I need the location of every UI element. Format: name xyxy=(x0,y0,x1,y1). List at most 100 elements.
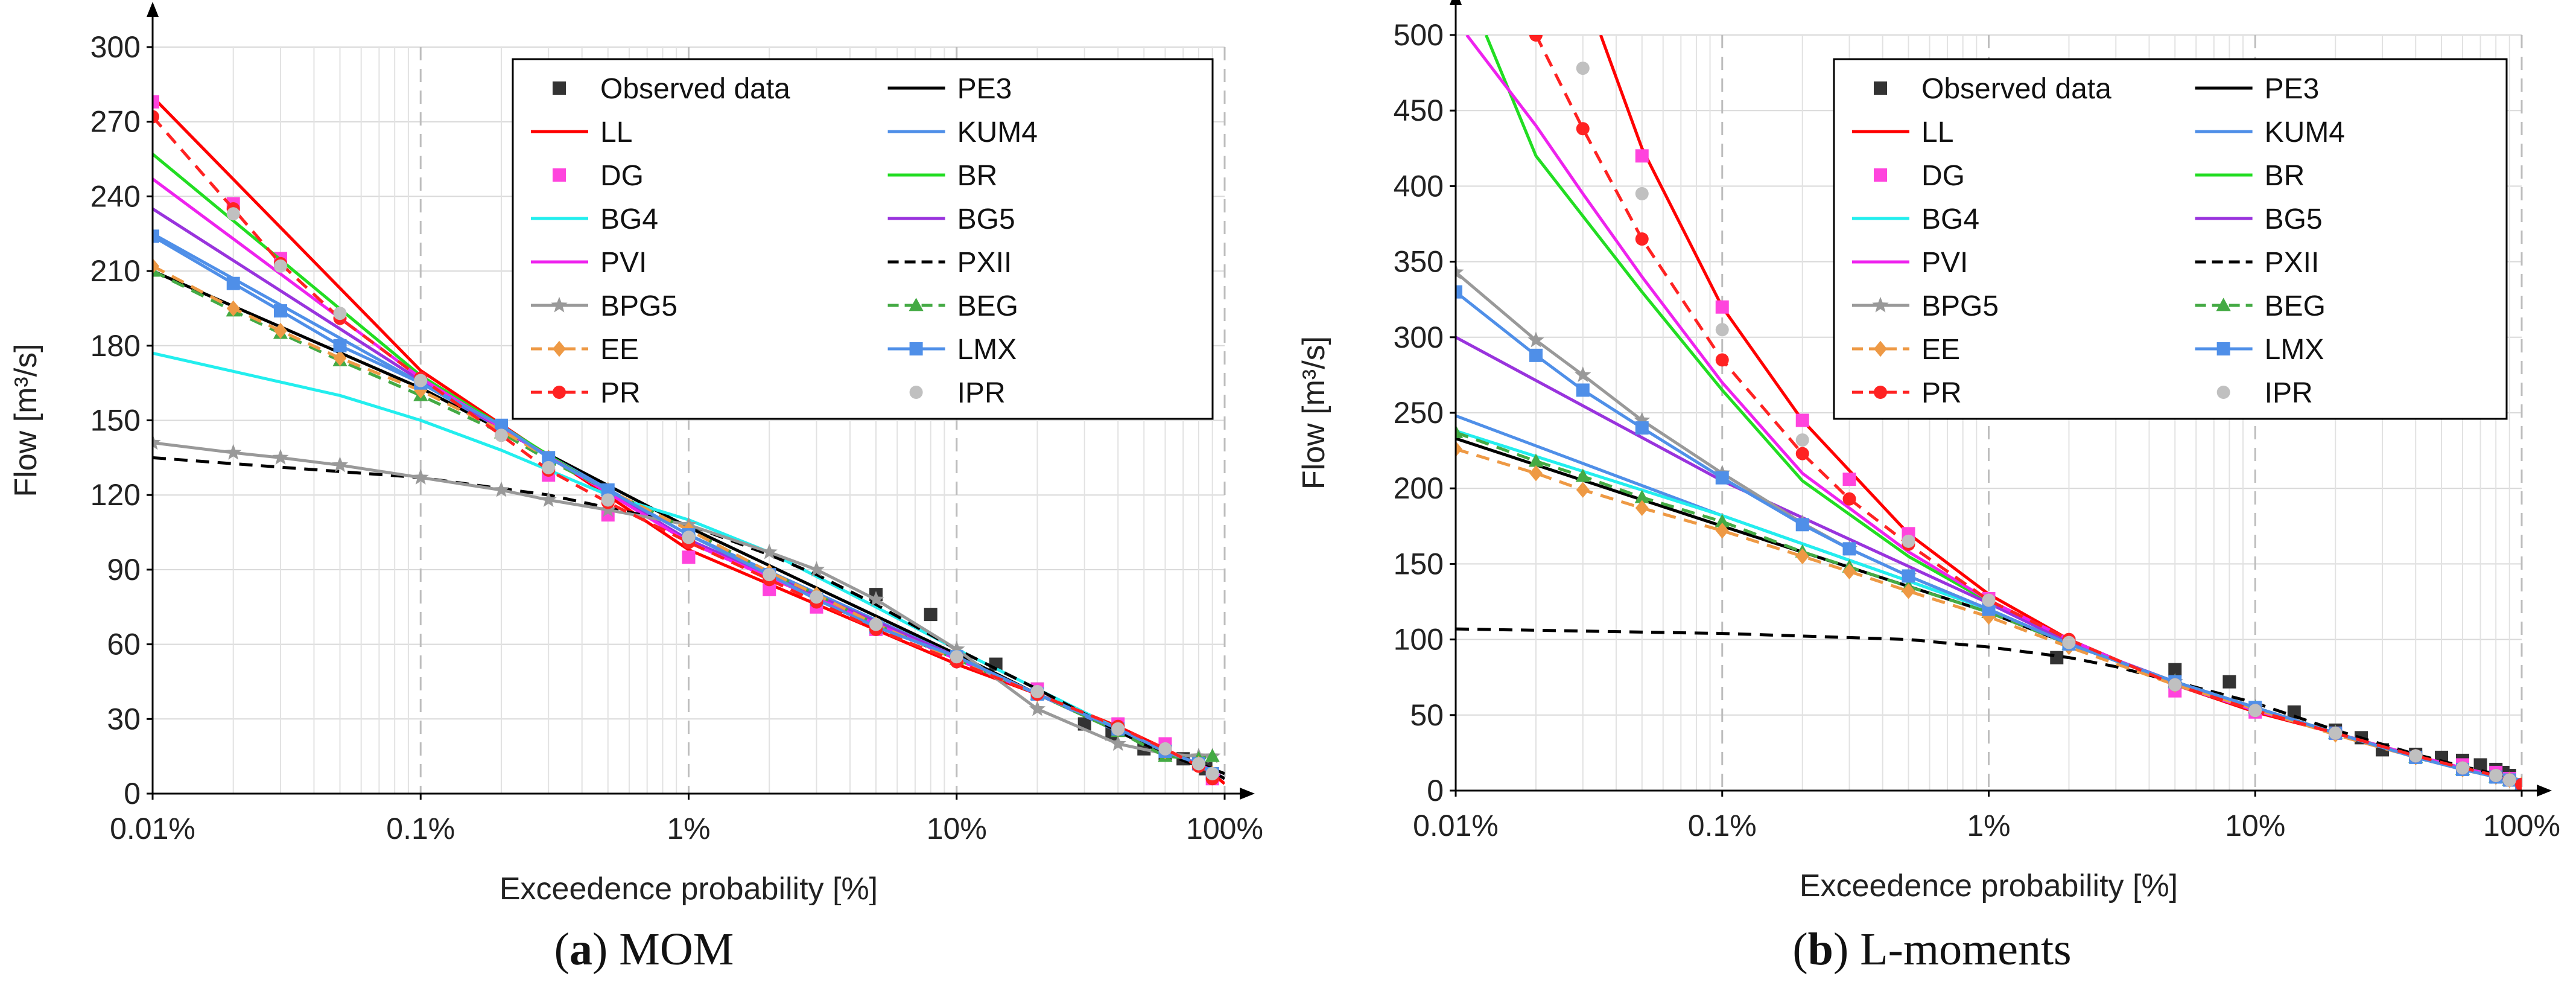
data-point-pr xyxy=(1635,232,1649,246)
legend-item-pr: PR xyxy=(1852,377,1962,409)
data-point-observed-data xyxy=(2222,675,2236,689)
legend: Observed data PE3 LL KUM4 DG BR BG4 BG5 PVI PXII B… xyxy=(1833,58,2508,420)
plot-area xyxy=(153,95,1225,786)
x-tick-label: 1% xyxy=(1967,809,2010,843)
legend-item-dg: DG xyxy=(553,160,644,192)
x-tick-label: 10% xyxy=(927,812,987,846)
data-point-ipr xyxy=(414,374,428,387)
data-point-ipr xyxy=(1902,534,1915,548)
data-point-ee xyxy=(1715,523,1729,539)
data-point-lmx xyxy=(1715,471,1729,485)
y-tick-label: 150 xyxy=(90,404,141,438)
data-point-lmx xyxy=(153,229,159,243)
data-point-ipr xyxy=(1715,323,1729,337)
legend-label: PE3 xyxy=(957,73,1012,105)
data-point-ipr xyxy=(682,530,696,544)
data-point-bpg5 xyxy=(1634,412,1651,428)
legend-box xyxy=(1833,58,2508,420)
x-tick-label: 0.01% xyxy=(1413,809,1499,843)
data-point-bpg5 xyxy=(808,561,825,577)
series-line-pxii xyxy=(153,456,1225,780)
data-point-ee xyxy=(1635,500,1649,516)
data-point-ee xyxy=(414,382,428,399)
chart-lmoments: 0 50 100 150 200 250 300 350 400 450 500 0.01% 0.1% 1… xyxy=(1296,0,2560,903)
data-point-bpg5 xyxy=(225,444,242,460)
y-tick-label: 0 xyxy=(124,777,141,811)
data-point-ipr xyxy=(1635,186,1649,200)
legend-item-bg4: BG4 xyxy=(1852,203,1979,235)
data-point-beg xyxy=(1634,489,1649,503)
legend-label: PVI xyxy=(600,247,647,279)
x-tick-label: 100% xyxy=(2483,809,2560,843)
x-tick-label: 100% xyxy=(1186,812,1263,846)
data-point-ipr xyxy=(2329,726,2343,740)
series-bpg5 xyxy=(153,434,1221,763)
data-point-ipr xyxy=(869,617,883,631)
series-line-beg xyxy=(153,269,1213,760)
legend-item-bg4: BG4 xyxy=(531,203,658,235)
legend-label: BG4 xyxy=(1921,203,1979,235)
y-tick-label: 450 xyxy=(1394,94,1444,127)
legend-label: LMX xyxy=(2265,334,2324,366)
legend-label: DG xyxy=(600,160,644,192)
legend-item-observed-data: Observed data xyxy=(553,73,790,105)
data-point-pr xyxy=(1576,122,1590,136)
data-point-ee xyxy=(273,322,287,339)
legend-swatch-marker xyxy=(553,386,566,399)
series-line-ee xyxy=(1456,447,2522,786)
data-point-ipr xyxy=(2248,704,2262,718)
legend-swatch-marker xyxy=(553,81,566,95)
legend-label: IPR xyxy=(2265,377,2313,409)
x-tick-label: 0.1% xyxy=(386,812,455,846)
y-tick-label: 50 xyxy=(1410,698,1444,732)
legend-item-bg5: BG5 xyxy=(887,203,1015,235)
data-point-ee xyxy=(226,300,240,317)
axes: 0 30 60 90 120 150 180 210 240 270 300 0.01% 0.1% 1% 1… xyxy=(8,2,1263,906)
legend-swatch-marker xyxy=(2216,342,2230,355)
legend-item-ll: LL xyxy=(531,116,632,148)
legend-swatch-marker xyxy=(1874,340,1887,357)
y-tick-label: 90 xyxy=(107,553,141,587)
data-point-lmx xyxy=(601,483,615,497)
data-point-bpg5 xyxy=(412,469,429,485)
caption-lmoments: (b) L-moments xyxy=(1792,924,2072,975)
data-point-ipr xyxy=(2168,678,2182,692)
legend-label: Observed data xyxy=(600,73,790,105)
data-point-ee xyxy=(1529,465,1543,482)
data-point-pr xyxy=(1715,353,1729,367)
y-tick-label: 500 xyxy=(1394,18,1444,52)
legend-label: EE xyxy=(600,334,639,366)
caption-letter: a xyxy=(569,924,592,975)
data-point-pr xyxy=(1842,492,1856,506)
legend-item-bg5: BG5 xyxy=(2195,203,2323,235)
legend-swatch-marker xyxy=(909,386,923,399)
series-ipr xyxy=(1576,62,2516,787)
y-tick-label: 400 xyxy=(1394,169,1444,203)
legend-swatch-marker xyxy=(553,340,566,357)
legend-label: PE3 xyxy=(2265,73,2320,105)
series-line-pr xyxy=(153,115,1214,780)
data-point-bpg5 xyxy=(1575,366,1591,382)
legend-box xyxy=(512,58,1214,420)
data-point-dg xyxy=(763,582,776,596)
data-point-ipr xyxy=(333,307,347,320)
data-point-pr xyxy=(1795,447,1809,460)
data-point-ipr xyxy=(2062,635,2076,649)
x-axis-arrow xyxy=(2537,785,2552,797)
data-point-bpg5 xyxy=(272,449,289,465)
data-point-ipr xyxy=(1576,62,1590,75)
caption-mom: (a) MOM xyxy=(554,924,734,975)
y-tick-label: 270 xyxy=(90,105,141,139)
y-tick-label: 350 xyxy=(1394,245,1444,279)
data-point-lmx xyxy=(226,276,240,290)
x-axis-label: Exceedence probability [%] xyxy=(500,871,878,905)
data-point-observed-data xyxy=(924,608,937,622)
data-point-ipr xyxy=(273,259,287,273)
data-point-lmx xyxy=(1902,569,1915,583)
y-tick-label: 30 xyxy=(107,702,141,736)
legend-label: IPR xyxy=(957,377,1006,409)
data-point-lmx xyxy=(333,339,347,352)
y-axis-label: Flow [m³/s] xyxy=(8,343,43,497)
y-tick-label: 300 xyxy=(1394,320,1444,354)
series-pxii xyxy=(153,456,1225,780)
